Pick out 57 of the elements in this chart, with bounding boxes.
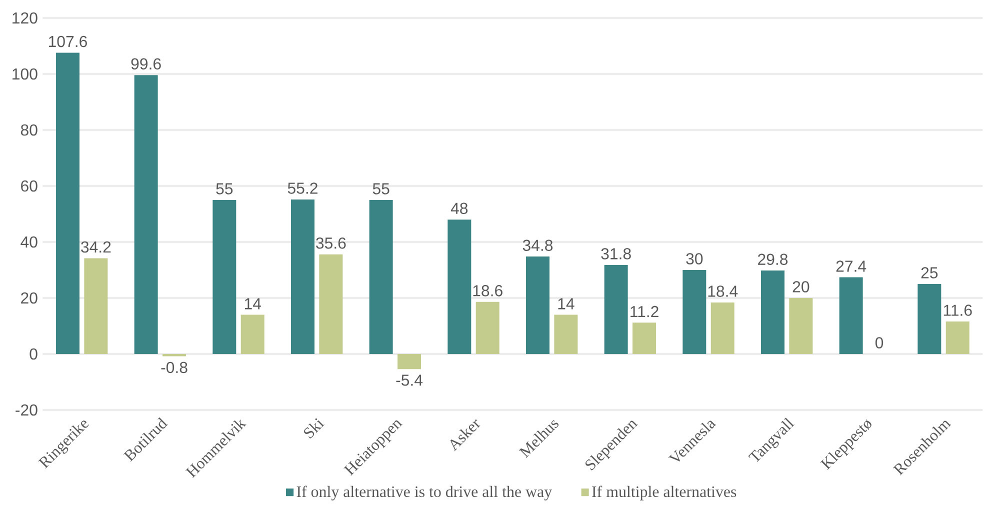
bar [290,199,314,354]
bar [212,200,236,354]
bar [319,254,343,354]
data-label: 31.8 [601,248,631,260]
data-label: 20 [792,281,810,292]
y-tick-label: 80 [20,124,38,136]
data-label: 29.8 [758,254,788,265]
data-label: 55.2 [288,182,318,194]
data-label: 25 [921,267,938,278]
y-tick-label: 20 [21,292,38,304]
data-label: 27.4 [836,260,866,272]
y-tick-label: 120 [12,12,38,24]
data-label: 30 [686,253,703,264]
bar [760,270,784,354]
bar [369,200,393,354]
data-label: 11.6 [944,304,972,316]
data-label: 14 [558,298,574,310]
legend-label: If multiple alternatives [592,486,736,500]
data-label: 18.6 [473,285,502,296]
data-label: 35.6 [316,237,346,249]
data-label: 14 [244,298,261,310]
y-tick-label: -20 [16,404,38,416]
y-tick-label: 0 [30,348,38,360]
bar [710,302,734,354]
bar [526,256,550,354]
data-label: 34.8 [522,240,553,251]
bar [134,75,158,354]
data-label: 99.6 [131,58,161,70]
data-label: 48 [450,202,468,214]
legend-label: If only alternative is to drive all the way [296,486,552,500]
bar [918,284,942,354]
bar [604,264,628,354]
x-tick-label: Ski [304,418,324,438]
bar [554,314,578,354]
data-label: 107.6 [48,36,87,48]
bar [632,322,656,354]
data-label: 0 [875,337,884,348]
y-tick-label: 100 [12,68,38,80]
bar [839,277,863,354]
data-label: -5.4 [396,374,423,386]
data-label: -0.8 [161,362,188,374]
data-label: 34.2 [81,241,111,253]
data-label: 55 [372,183,390,194]
bar [84,258,108,354]
data-label: 11.2 [630,306,658,318]
bar [682,270,706,354]
bar [789,298,813,354]
bar [448,220,472,354]
y-tick-label: 40 [20,236,38,248]
data-label: 18.4 [708,286,738,297]
bar [240,314,264,354]
y-tick-label: 60 [21,180,38,192]
data-label: 55 [216,183,233,194]
bar [946,322,970,354]
bar [398,354,422,370]
bar [56,52,80,354]
bar [476,302,500,354]
